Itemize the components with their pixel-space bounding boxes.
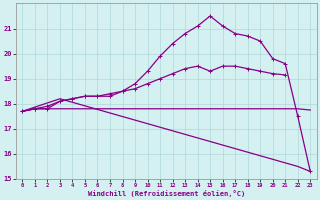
X-axis label: Windchill (Refroidissement éolien,°C): Windchill (Refroidissement éolien,°C)	[88, 190, 245, 197]
